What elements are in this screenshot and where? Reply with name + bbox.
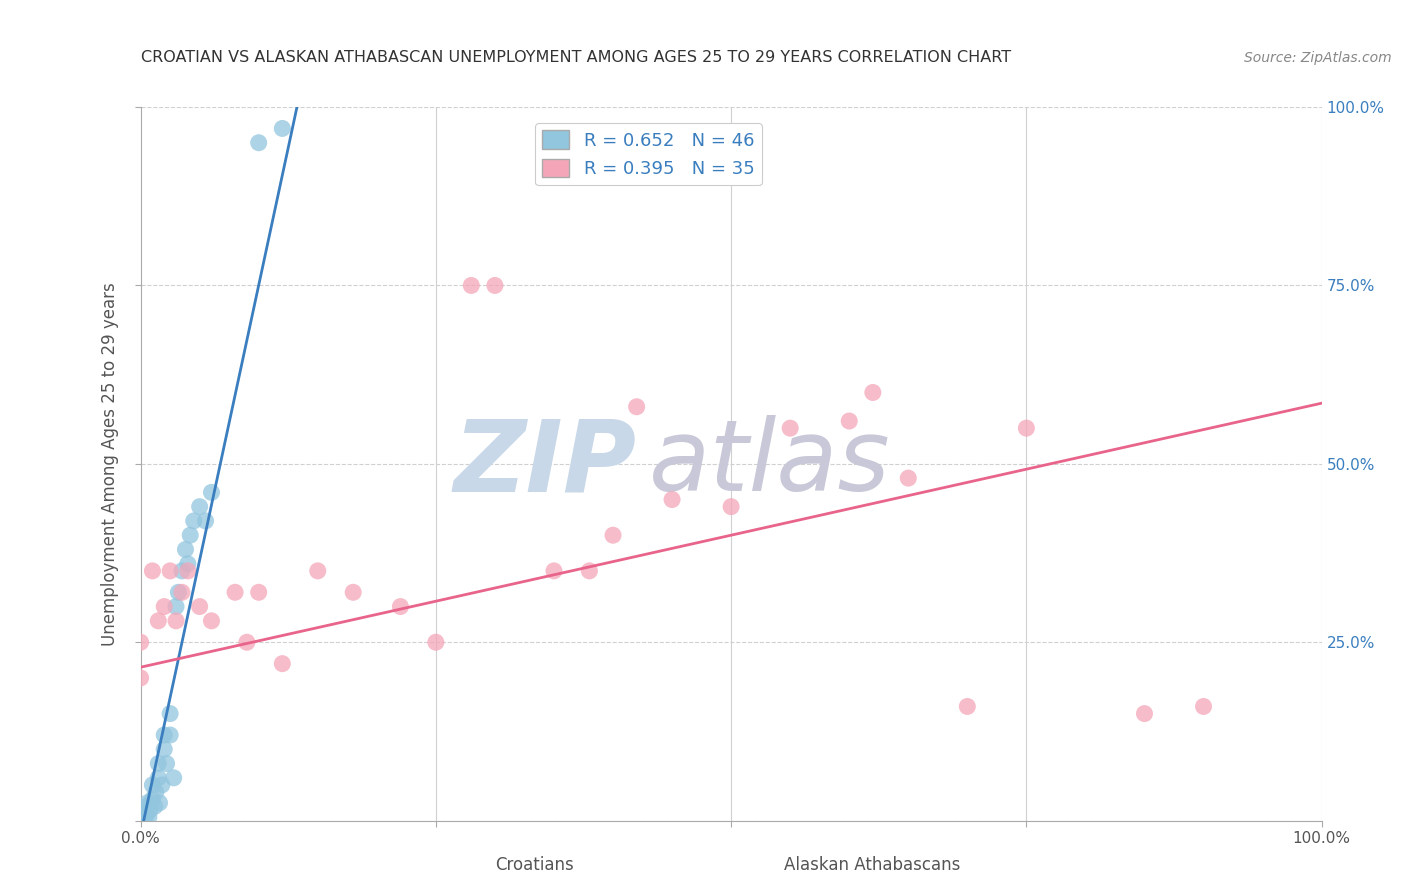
Point	[129, 806, 152, 821]
Text: ZIP: ZIP	[454, 416, 637, 512]
Point	[150, 778, 173, 792]
Point	[224, 585, 246, 599]
Point	[129, 814, 152, 828]
Point	[153, 742, 176, 756]
Point	[136, 796, 159, 810]
Point	[135, 799, 157, 814]
Point	[897, 471, 920, 485]
Point	[167, 585, 190, 599]
Text: Alaskan Athabascans: Alaskan Athabascans	[783, 855, 960, 873]
Point	[129, 810, 152, 824]
Point	[460, 278, 482, 293]
Point	[194, 514, 217, 528]
Y-axis label: Unemployment Among Ages 25 to 29 years: Unemployment Among Ages 25 to 29 years	[101, 282, 120, 646]
Point	[1192, 699, 1215, 714]
Point	[271, 121, 294, 136]
Point	[177, 564, 200, 578]
Point	[153, 599, 176, 614]
Point	[129, 814, 152, 828]
Point	[129, 671, 152, 685]
Point	[139, 803, 162, 817]
Point	[134, 814, 156, 828]
Point	[720, 500, 742, 514]
Point	[543, 564, 565, 578]
Point	[159, 564, 181, 578]
Point	[1015, 421, 1038, 435]
Point	[141, 792, 163, 806]
Point	[148, 614, 170, 628]
Point	[174, 542, 197, 557]
Point	[247, 136, 270, 150]
Point	[148, 771, 170, 785]
Point	[389, 599, 412, 614]
Point	[129, 814, 152, 828]
Point	[129, 808, 152, 822]
Point	[159, 728, 181, 742]
Point	[129, 814, 152, 828]
Point	[129, 814, 152, 828]
Point	[1133, 706, 1156, 721]
Point	[155, 756, 177, 771]
Point	[134, 810, 156, 824]
Point	[165, 614, 187, 628]
Point	[141, 778, 163, 792]
Point	[153, 728, 176, 742]
Point	[129, 635, 152, 649]
Point	[132, 814, 155, 828]
Point	[163, 771, 186, 785]
Point	[342, 585, 364, 599]
Point	[602, 528, 624, 542]
Point	[188, 500, 211, 514]
Point	[307, 564, 329, 578]
Point	[188, 599, 211, 614]
Point	[862, 385, 884, 400]
Point	[484, 278, 506, 293]
Point	[626, 400, 648, 414]
Point	[148, 796, 170, 810]
Legend: R = 0.652   N = 46, R = 0.395   N = 35: R = 0.652 N = 46, R = 0.395 N = 35	[536, 123, 762, 186]
Point	[138, 810, 160, 824]
Point	[129, 814, 152, 828]
Point	[129, 809, 152, 823]
Point	[165, 599, 187, 614]
Text: Croatians: Croatians	[495, 855, 574, 873]
Point	[135, 806, 157, 821]
Point	[141, 564, 163, 578]
Point	[148, 756, 170, 771]
Point	[779, 421, 801, 435]
Point	[425, 635, 447, 649]
Text: CROATIAN VS ALASKAN ATHABASCAN UNEMPLOYMENT AMONG AGES 25 TO 29 YEARS CORRELATIO: CROATIAN VS ALASKAN ATHABASCAN UNEMPLOYM…	[141, 51, 1011, 65]
Point	[170, 564, 193, 578]
Text: atlas: atlas	[648, 416, 890, 512]
Point	[159, 706, 181, 721]
Point	[145, 785, 167, 799]
Point	[200, 614, 222, 628]
Point	[956, 699, 979, 714]
Point	[129, 811, 152, 825]
Text: Source: ZipAtlas.com: Source: ZipAtlas.com	[1244, 52, 1392, 65]
Point	[578, 564, 600, 578]
Point	[661, 492, 683, 507]
Point	[179, 528, 201, 542]
Point	[170, 585, 193, 599]
Point	[143, 799, 166, 814]
Point	[177, 557, 200, 571]
Point	[236, 635, 259, 649]
Point	[129, 812, 152, 826]
Point	[183, 514, 205, 528]
Point	[271, 657, 294, 671]
Point	[838, 414, 860, 428]
Point	[200, 485, 222, 500]
Point	[247, 585, 270, 599]
